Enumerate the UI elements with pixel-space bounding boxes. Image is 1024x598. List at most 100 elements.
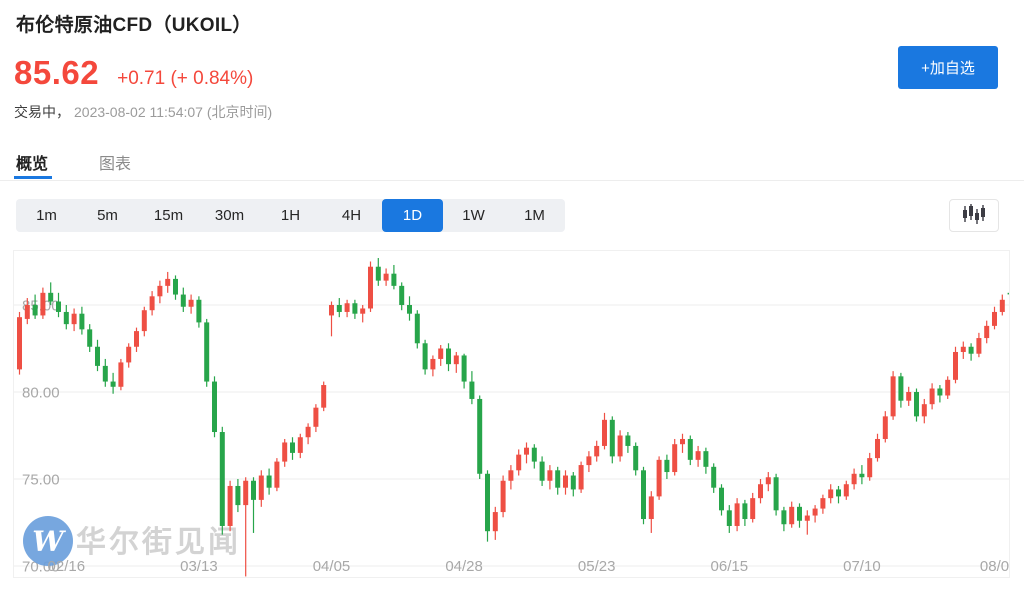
candle-body bbox=[305, 426, 311, 438]
candle-body bbox=[984, 325, 990, 339]
candle-body bbox=[329, 305, 334, 316]
candle-body bbox=[781, 510, 787, 525]
tab-bar: 概览 图表 bbox=[0, 146, 1024, 182]
candle-body bbox=[960, 346, 966, 352]
candle-body bbox=[804, 515, 810, 521]
x-axis-label: 03/13 bbox=[180, 558, 218, 575]
candle-body bbox=[500, 480, 506, 513]
candle-body bbox=[469, 381, 475, 399]
add-watchlist-button[interactable]: +加自选 bbox=[898, 46, 998, 89]
x-axis-label: 07/10 bbox=[843, 558, 881, 575]
candle-body bbox=[968, 346, 974, 354]
candle-body bbox=[212, 381, 217, 433]
candle-body bbox=[438, 348, 444, 359]
candle-body bbox=[773, 477, 779, 511]
candle-body bbox=[118, 362, 124, 387]
interval-button-1w[interactable]: 1W bbox=[462, 207, 485, 224]
candle-body bbox=[828, 489, 834, 499]
candle-body bbox=[141, 310, 147, 332]
candle-body bbox=[742, 503, 748, 520]
candle-body bbox=[625, 435, 631, 446]
candle-body bbox=[87, 329, 93, 347]
candle-body bbox=[633, 445, 639, 471]
candle-body bbox=[711, 466, 717, 488]
candle-body bbox=[352, 303, 358, 314]
candle-body bbox=[555, 470, 561, 488]
candle-body bbox=[836, 489, 841, 497]
candle-body bbox=[430, 358, 436, 370]
trading-status: 交易中， bbox=[14, 104, 70, 120]
candle-body bbox=[63, 311, 69, 325]
interval-button-1d[interactable]: 1D bbox=[382, 199, 443, 232]
candle-body bbox=[344, 303, 350, 312]
candle-body bbox=[453, 355, 459, 365]
interval-button-1h[interactable]: 1H bbox=[280, 207, 301, 224]
candle-body bbox=[399, 285, 405, 305]
price-row: 85.62 +0.71 (+ 0.84%) bbox=[14, 54, 253, 92]
candle-body bbox=[274, 461, 280, 488]
candle-body bbox=[570, 475, 576, 490]
tab-chart[interactable]: 图表 bbox=[99, 156, 132, 173]
tab-separator bbox=[0, 180, 1024, 181]
candle-body bbox=[461, 355, 467, 382]
candle-body bbox=[680, 438, 685, 445]
candle-body bbox=[477, 398, 483, 474]
interval-button-5m[interactable]: 5m bbox=[97, 207, 118, 224]
candle-body bbox=[976, 338, 982, 354]
candle-body bbox=[758, 484, 763, 499]
candle-body bbox=[422, 343, 428, 370]
candlestick-chart-icon bbox=[961, 203, 987, 228]
candle-body bbox=[219, 432, 225, 526]
candle-body bbox=[196, 299, 202, 323]
watermark-logo-letter: W bbox=[32, 525, 66, 558]
quote-timestamp: 2023-08-02 11:54:07 (北京时间) bbox=[74, 104, 273, 120]
candle-body bbox=[375, 266, 381, 281]
candle-body bbox=[953, 351, 958, 380]
chart-type-button[interactable] bbox=[949, 199, 999, 232]
candle-body bbox=[516, 454, 522, 471]
candle-body bbox=[875, 438, 880, 459]
y-axis-label: 80.00 bbox=[22, 385, 60, 402]
candle-body bbox=[110, 381, 116, 387]
candle-body bbox=[594, 445, 600, 457]
candle-body bbox=[134, 331, 139, 347]
candle-body bbox=[539, 461, 545, 481]
candle-body bbox=[851, 473, 857, 485]
candle-body bbox=[407, 305, 412, 314]
interval-button-1m[interactable]: 1M bbox=[524, 207, 545, 224]
x-axis-label: 02/16 bbox=[48, 558, 86, 575]
candle-body bbox=[204, 322, 210, 382]
x-axis-label: 08/0 bbox=[980, 558, 1009, 575]
candle-body bbox=[602, 419, 607, 446]
tab-overview[interactable]: 概览 bbox=[16, 156, 49, 173]
candlestick-chart[interactable]: 85.0080.0075.0070.00W华尔街见闻02/1603/1304/0… bbox=[14, 251, 1009, 577]
interval-button-1m[interactable]: 1m bbox=[36, 207, 57, 224]
candle-body bbox=[266, 475, 272, 488]
x-axis-label: 04/28 bbox=[445, 558, 483, 575]
interval-button-4h[interactable]: 4H bbox=[341, 207, 362, 224]
candle-body bbox=[641, 470, 646, 520]
candle-body bbox=[126, 346, 132, 363]
candle-body bbox=[24, 305, 30, 319]
price-chart-panel: 85.0080.0075.0070.00W华尔街见闻02/1603/1304/0… bbox=[13, 250, 1010, 578]
candle-body bbox=[508, 470, 514, 481]
candle-body bbox=[383, 273, 389, 281]
candle-body bbox=[290, 442, 295, 453]
candle-body bbox=[71, 313, 77, 325]
candle-body bbox=[531, 447, 537, 462]
candle-body bbox=[227, 485, 233, 526]
price-change: +0.71 (+ 0.84%) bbox=[117, 68, 254, 89]
candle-body bbox=[391, 273, 397, 286]
candle-body bbox=[843, 484, 849, 497]
candle-body bbox=[321, 385, 327, 408]
candle-body bbox=[313, 407, 319, 427]
interval-button-15m[interactable]: 15m bbox=[153, 207, 184, 224]
candle-body bbox=[258, 475, 264, 500]
candle-body bbox=[687, 438, 693, 460]
candle-body bbox=[251, 480, 256, 500]
interval-button-30m[interactable]: 30m bbox=[214, 207, 245, 224]
candle-body bbox=[235, 485, 241, 506]
candle-body bbox=[56, 301, 61, 312]
candle-body bbox=[40, 292, 46, 316]
